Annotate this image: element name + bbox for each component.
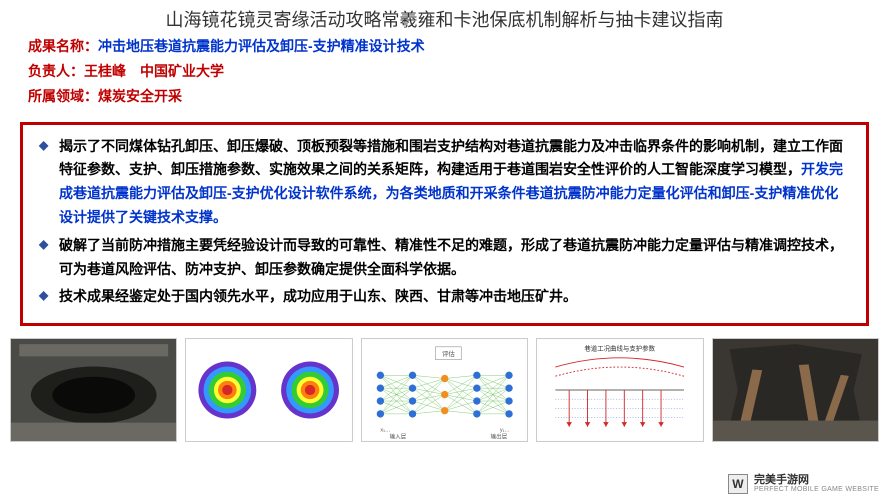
field-label: 所属领域： <box>28 88 98 104</box>
person-label: 负责人： <box>28 63 84 79</box>
watermark-logo-icon: W <box>728 474 748 494</box>
result-name-line: 成果名称：冲击地压巷道抗震能力评估及卸压-支护精准设计技术 <box>28 34 861 59</box>
svg-text:x₁…: x₁… <box>380 427 390 433</box>
name-label: 成果名称： <box>28 38 98 54</box>
bullet-2-text: 破解了当前防冲措施主要凭经验设计而导致的可靠性、精准性不足的难题，形成了巷道抗震… <box>59 237 843 277</box>
bullet-1-pre: 揭示了不同煤体钻孔卸压、卸压爆破、顶板预裂等措施和围岩支护结构对巷道抗震能力及冲… <box>59 138 843 178</box>
svg-text:输出层: 输出层 <box>490 433 507 441</box>
watermark-cn: 完美手游网 <box>754 474 879 486</box>
image-gallery: 评估 x₁… y₁… 输入层 输出层 巷道工况曲线与支护参数 <box>0 334 889 442</box>
svg-text:评估: 评估 <box>442 349 455 358</box>
field-value: 煤炭安全开采 <box>98 88 182 104</box>
person-line: 负责人：王桂峰 中国矿业大学 <box>28 59 861 84</box>
bullet-2: 破解了当前防冲措施主要凭经验设计而导致的可靠性、精准性不足的难题，形成了巷道抗震… <box>37 234 852 282</box>
page-title: 山海镜花镜灵寄缘活动攻略常羲雍和卡池保底机制解析与抽卡建议指南 <box>0 0 889 34</box>
watermark-en: PERFECT MOBILE GAME WEBSITE <box>754 486 879 494</box>
field-line: 所属领域：煤炭安全开采 <box>28 84 861 109</box>
header-block: 成果名称：冲击地压巷道抗震能力评估及卸压-支护精准设计技术 负责人：王桂峰 中国… <box>0 34 889 118</box>
panel-tunnel-photo <box>10 338 177 442</box>
svg-text:巷道工况曲线与支护参数: 巷道工况曲线与支护参数 <box>585 344 656 353</box>
main-box: 揭示了不同煤体钻孔卸压、卸压爆破、顶板预裂等措施和围岩支护结构对巷道抗震能力及冲… <box>20 122 869 327</box>
bullet-3: 技术成果经鉴定处于国内领先水平，成功应用于山东、陕西、甘肃等冲击地压矿井。 <box>37 285 852 309</box>
svg-text:输入层: 输入层 <box>389 433 406 441</box>
panel-neural-net: 评估 x₁… y₁… 输入层 输出层 <box>361 338 528 442</box>
watermark-text: 完美手游网 PERFECT MOBILE GAME WEBSITE <box>754 474 879 494</box>
panel-stress-field <box>185 338 352 442</box>
panel-support-diagram: 巷道工况曲线与支护参数 <box>536 338 703 442</box>
name-value: 冲击地压巷道抗震能力评估及卸压-支护精准设计技术 <box>98 38 425 54</box>
watermark: W 完美手游网 PERFECT MOBILE GAME WEBSITE <box>728 474 879 494</box>
svg-text:y₁…: y₁… <box>500 427 510 433</box>
bullet-1: 揭示了不同煤体钻孔卸压、卸压爆破、顶板预裂等措施和围岩支护结构对巷道抗震能力及冲… <box>37 135 852 230</box>
bullet-3-text: 技术成果经鉴定处于国内领先水平，成功应用于山东、陕西、甘肃等冲击地压矿井。 <box>59 288 577 304</box>
person-value: 王桂峰 中国矿业大学 <box>84 63 224 79</box>
panel-damage-photo <box>712 338 879 442</box>
